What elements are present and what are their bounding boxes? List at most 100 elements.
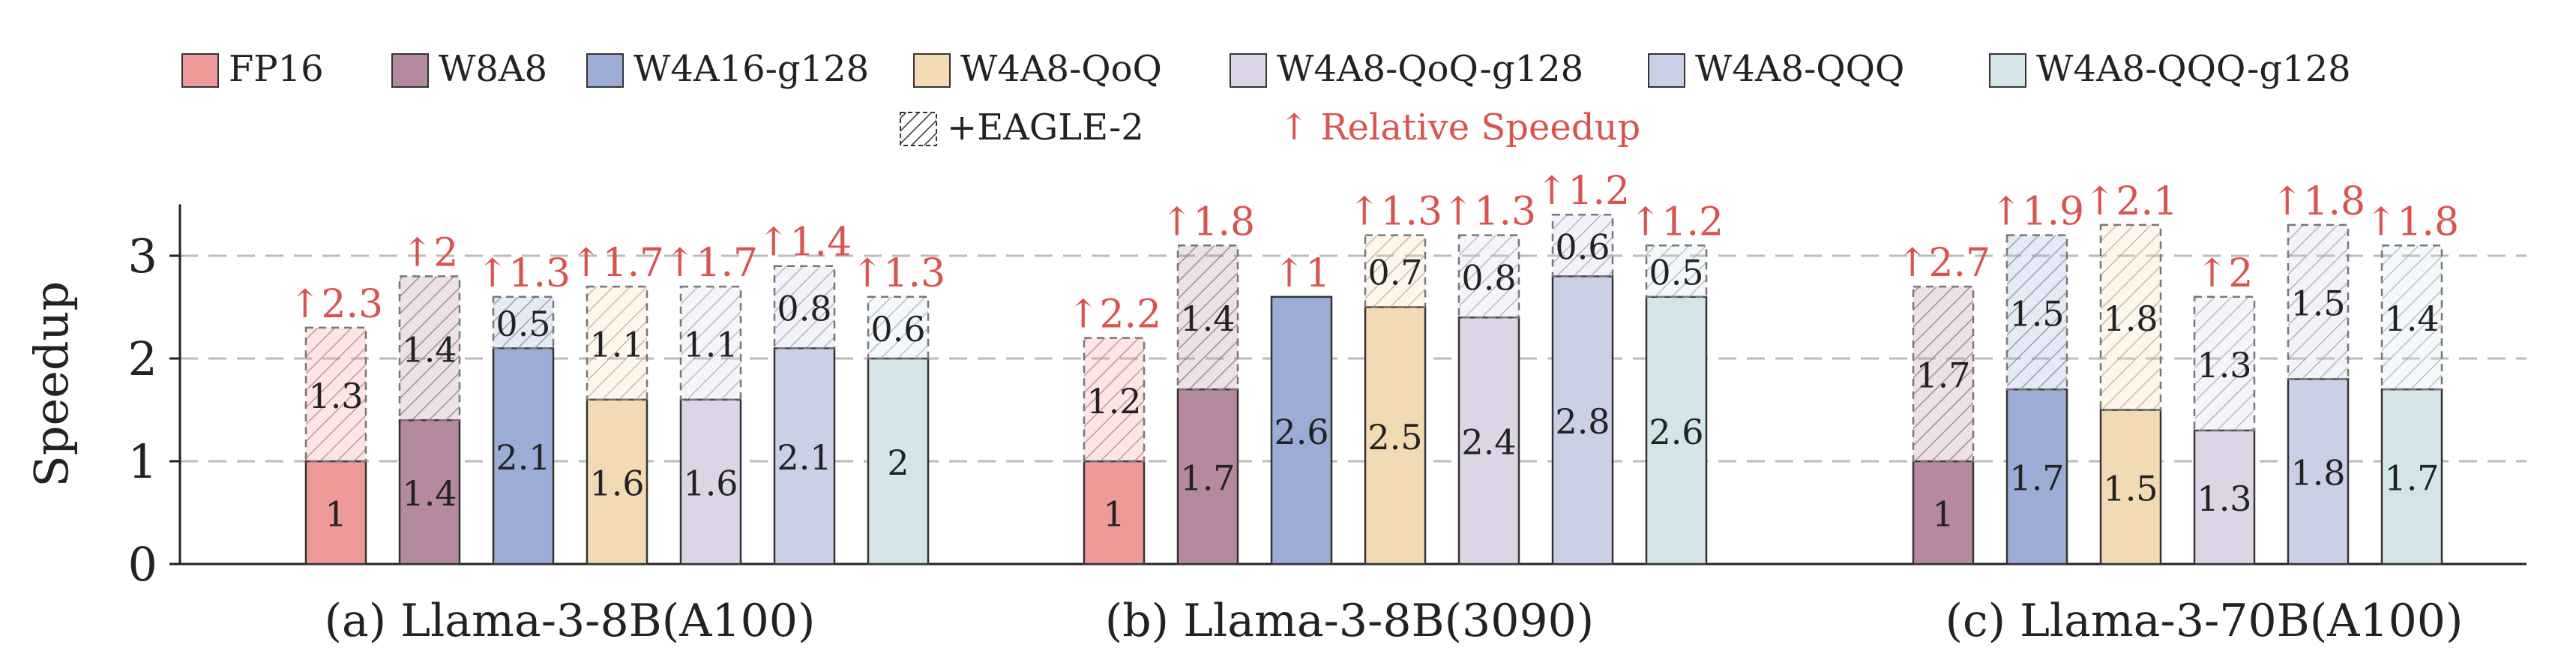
eagle-value-label: 1.7 — [1916, 356, 1970, 396]
relative-speedup-label: ↑1.3 — [476, 251, 571, 296]
bar-w4a8-qqq-g128 — [867, 357, 930, 566]
relative-speedup-label: ↑1.3 — [1442, 190, 1536, 235]
bar-group-b-llama-3-8b-3090 — [1083, 213, 1708, 566]
bar-value-label: 2.6 — [1649, 412, 1703, 452]
legend-item-w4a16-g128: W4A16-g128 — [586, 48, 869, 90]
bar-value-label: 1.4 — [402, 473, 457, 514]
eagle-bar-w4a8-qqq — [773, 265, 836, 350]
eagle-bar-w4a8-qqq — [1551, 213, 1614, 278]
bar-value-label: 1.3 — [2197, 478, 2251, 519]
bar-value-label: 2.4 — [1461, 422, 1516, 463]
legend-label: W4A8-QoQ-g128 — [1277, 48, 1583, 90]
y-tick-label: 0 — [128, 537, 157, 592]
group-label: (c) Llama-3-70B(A100) — [1945, 595, 2464, 647]
eagle-value-label: 0.7 — [1367, 253, 1422, 293]
legend-item-fp16: FP16 — [181, 48, 324, 90]
legend-item-relative-speedup: ↑ Relative Speedup — [1279, 106, 1640, 148]
relative-speedup-label: ↑1.8 — [1161, 200, 1255, 244]
bar-group-a-llama-3-8b-a100 — [304, 265, 930, 566]
legend-item-eagle: +EAGLE-2 — [900, 106, 1144, 148]
eagle-value-label: 1.2 — [1086, 381, 1141, 422]
legend-label: W4A8-QQQ-g128 — [2036, 48, 2351, 90]
legend-label: +EAGLE-2 — [947, 106, 1144, 148]
eagle-bar-w4a16-g128 — [2005, 234, 2068, 391]
eagle-value-label: 1.4 — [2384, 298, 2439, 339]
bar-w4a16-g128 — [2005, 388, 2068, 566]
eagle-bar-fp16 — [1083, 337, 1146, 463]
relative-speedup-label: ↑1.8 — [2365, 200, 2459, 244]
eagle-value-label: 1.3 — [308, 376, 363, 416]
eagle-bar-w4a8-qqq — [2287, 224, 2350, 380]
bar-w4a8-qqq — [1551, 275, 1614, 566]
relative-speedup-label: ↑1 — [1273, 251, 1331, 296]
relative-speedup-label: ↑1.4 — [757, 220, 852, 266]
eagle-bar-fp16 — [304, 326, 367, 463]
bar-value-label: 1 — [325, 494, 346, 535]
legend-item-w8a8: W8A8 — [391, 48, 547, 90]
relative-speedup-label: ↑2.3 — [289, 282, 383, 327]
bar-w4a16-g128 — [1270, 296, 1333, 566]
legend-item-w4a8-qoq: W4A8-QoQ — [913, 48, 1162, 90]
legend-label: W4A8-QoQ — [960, 48, 1162, 90]
bar-value-label: 1 — [1932, 494, 1954, 535]
eagle-value-label: 1.5 — [2009, 293, 2064, 334]
relative-speedup-label: ↑2.7 — [1896, 241, 1990, 286]
bars — [304, 213, 2443, 566]
eagle-value-label: 0.8 — [1461, 257, 1516, 298]
legend-item-w4a8-qoq-g128: W4A8-QoQ-g128 — [1230, 48, 1583, 90]
eagle-bar-w4a8-qoq — [586, 285, 648, 401]
legend-swatch — [586, 53, 624, 88]
bar-value-label: 1.7 — [2009, 458, 2064, 499]
legend-swatch — [1230, 53, 1267, 88]
relative-speedup-label: ↑2.1 — [2083, 179, 2178, 224]
y-tick-label: 1 — [128, 434, 157, 489]
eagle-bar-w4a8-qoq — [2099, 224, 2162, 411]
relative-speedup-label: ↑1.8 — [2271, 179, 2365, 224]
eagle-bar-w4a8-qoq-g128 — [1457, 234, 1520, 319]
bar-value-label: 2.5 — [1367, 417, 1422, 458]
relative-speedup-label: ↑1.3 — [851, 251, 945, 296]
eagle-value-label: 1.4 — [402, 329, 457, 370]
eagle-value-label: 1.4 — [1180, 298, 1235, 339]
legend-label: ↑ Relative Speedup — [1279, 106, 1640, 148]
legend-swatch — [1648, 53, 1685, 88]
legend-label: W4A8-QQQ — [1695, 48, 1904, 90]
axes: 0 1 2 3 Speedup (a) Llama-3-8B(A100) (b) Llama… — [24, 204, 2527, 647]
bar-value-label: 1.7 — [1180, 458, 1235, 499]
legend-swatch-hatched — [900, 112, 937, 146]
eagle-bar-w4a8-qoq-g128 — [2193, 296, 2256, 432]
grid — [180, 254, 2527, 463]
group-label: (b) Llama-3-8B(3090) — [1105, 595, 1594, 647]
eagle-bar-w4a8-qoq-g128 — [679, 285, 742, 401]
legend: FP16 W8A8 W4A16-g128 W4A8-QoQ W4A8-QoQ-g128 W… — [181, 48, 2351, 148]
eagle-value-label: 0.8 — [777, 289, 831, 329]
relative-speedup-label: ↑2 — [2196, 251, 2254, 296]
bar-value-label: 1.6 — [683, 463, 738, 503]
legend-swatch — [391, 53, 429, 88]
bar-group-c-llama-3-70b-a100 — [1912, 224, 2443, 566]
relative-speedup-label: ↑1.2 — [1535, 169, 1630, 214]
bar-value-label: 2 — [887, 442, 909, 483]
eagle-bar-w8a8 — [398, 275, 461, 422]
eagle-value-label: 1.8 — [2103, 298, 2158, 339]
eagle-value-label: 1.3 — [2197, 345, 2251, 386]
bar-value-label: 1.6 — [589, 463, 644, 503]
data-labels: 1 1.3 ↑2.3 1.4 1.4 ↑2 2.1 0.5 ↑1.3 1.6 1.1 ↑1.7 1.6 1… — [289, 169, 2459, 534]
bar-value-label: 2.1 — [777, 437, 831, 478]
legend-item-w4a8-qqq: W4A8-QQQ — [1648, 48, 1904, 90]
eagle-bar-w4a8-qqq-g128 — [867, 296, 930, 360]
bar-fp16 — [1083, 460, 1146, 566]
eagle-bar-w8a8 — [1912, 285, 1975, 463]
bar-value-label: 1.5 — [2103, 468, 2158, 508]
y-tick-label: 3 — [128, 229, 157, 284]
bar-w4a8-qoq — [2099, 409, 2162, 566]
bar-w4a8-qqq — [773, 347, 836, 566]
y-tick-label: 2 — [128, 332, 157, 386]
bar-w8a8 — [398, 418, 461, 566]
eagle-value-label: 1.1 — [683, 324, 738, 364]
y-axis-label: Speedup — [24, 281, 79, 488]
bar-value-label: 1.7 — [2384, 458, 2439, 499]
eagle-bar-w4a8-qqq-g128 — [1645, 244, 1708, 298]
relative-speedup-label: ↑2 — [401, 230, 459, 275]
